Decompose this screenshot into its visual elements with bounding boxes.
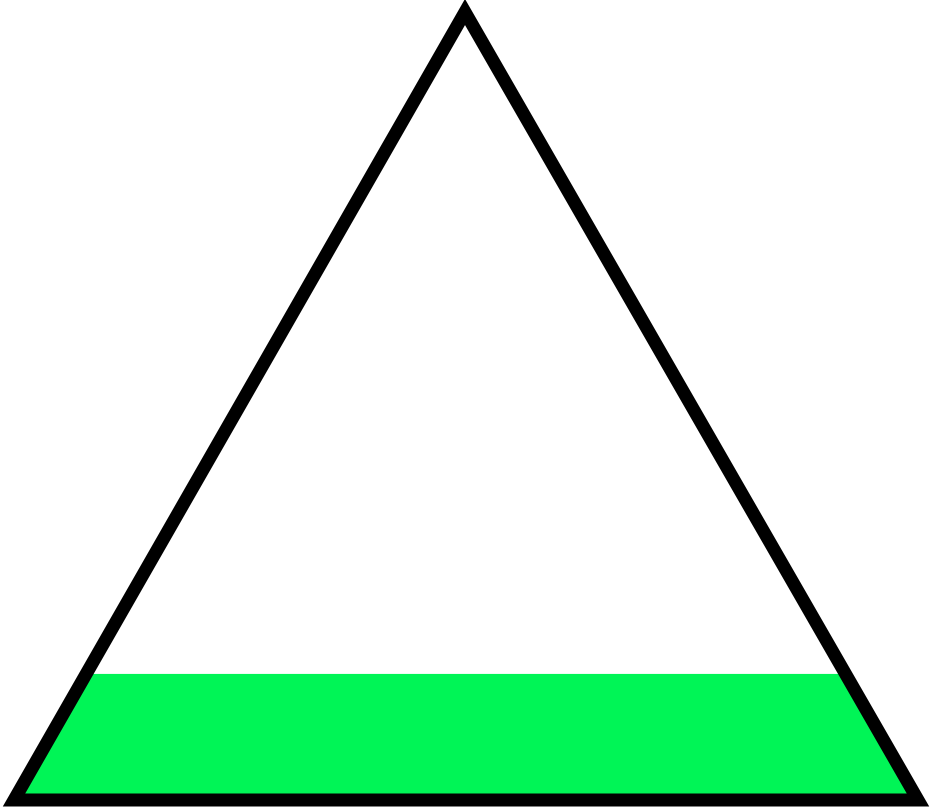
triangle-background [14, 12, 918, 800]
level-fill [14, 673, 918, 800]
